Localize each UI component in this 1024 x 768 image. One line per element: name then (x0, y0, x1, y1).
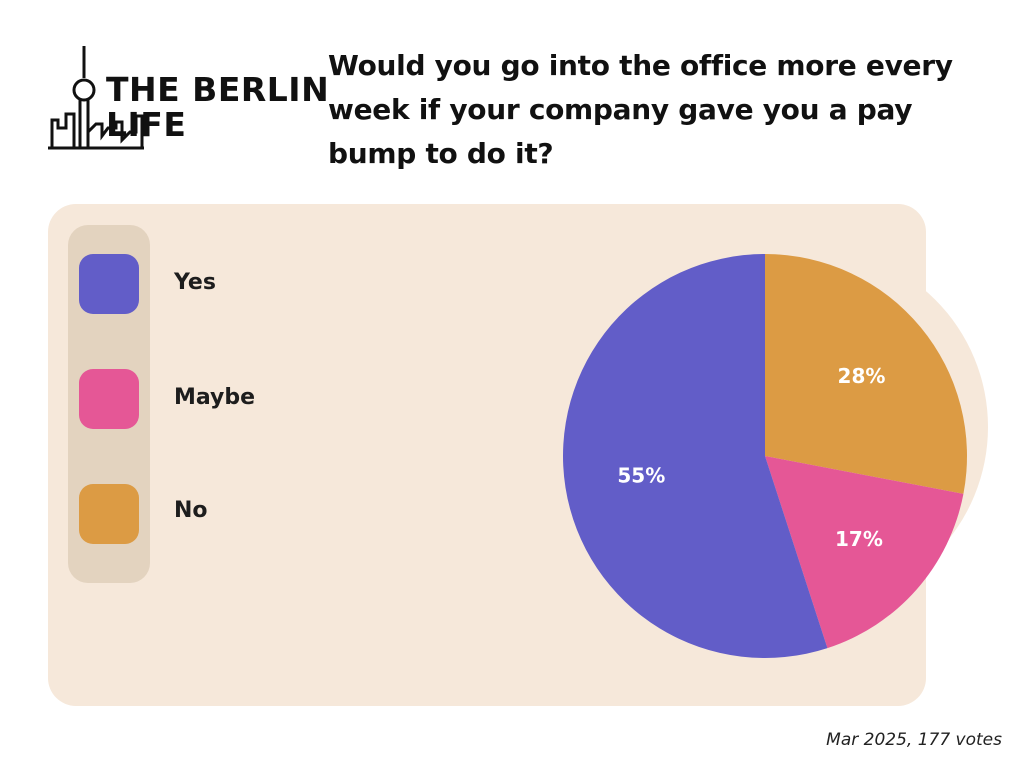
pie-slice-maybe (765, 456, 964, 649)
pie-label-no: 28% (838, 364, 886, 388)
legend-swatch-no (79, 484, 139, 544)
pie-label-yes: 55% (617, 464, 665, 488)
legend-label-yes: Yes (174, 270, 216, 295)
pie-label-maybe: 17% (835, 527, 883, 551)
legend-swatch-maybe (79, 369, 139, 429)
logo-line-2: LIFE (106, 105, 187, 144)
chart-title: Would you go into the office more every … (328, 49, 953, 170)
pie-slice-yes (562, 253, 828, 658)
legend-label-maybe: Maybe (174, 385, 256, 410)
vote-count-note: Mar 2025, 177 votes (826, 730, 1002, 750)
legend-label-no: No (174, 498, 208, 523)
logo-line-1: THE BERLIN (106, 70, 330, 109)
legend-swatch-yes (79, 254, 139, 314)
pie-slice-no (765, 254, 967, 494)
brand-logo: THE BERLIN LIFE (46, 44, 329, 154)
berlin-tv-tower-skyline-icon (48, 46, 144, 150)
